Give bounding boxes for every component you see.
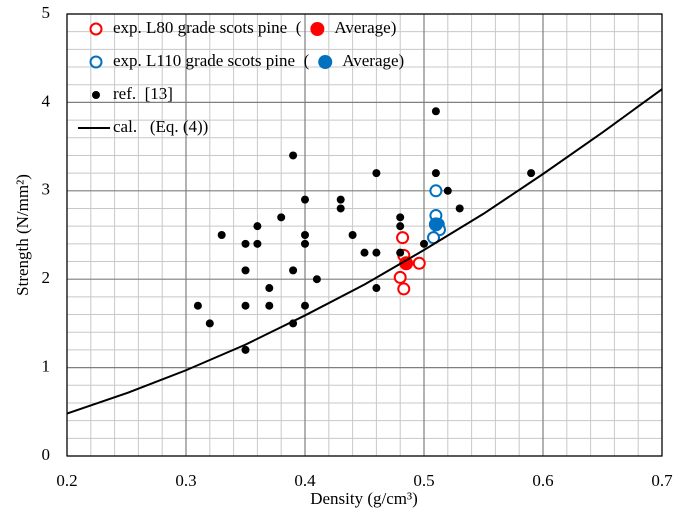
marker	[253, 222, 262, 231]
marker	[265, 284, 274, 293]
marker	[396, 231, 410, 245]
marker	[431, 169, 440, 178]
marker	[420, 239, 428, 248]
legend-label: Average)	[342, 51, 404, 70]
x-tick-label: 0.3	[175, 471, 196, 490]
y-tick-label: 2	[42, 268, 51, 287]
y-tick-label: 4	[42, 91, 51, 110]
marker	[443, 186, 452, 195]
marker	[289, 266, 298, 275]
marker	[336, 195, 345, 204]
marker	[193, 301, 202, 310]
marker	[89, 22, 103, 36]
legend-label: exp. L80 grade scots pine (	[113, 18, 302, 37]
marker	[301, 301, 309, 310]
marker	[310, 22, 325, 36]
x-tick-label: 0.2	[56, 471, 77, 490]
marker	[396, 213, 405, 222]
marker	[301, 195, 309, 204]
marker	[336, 204, 345, 213]
marker	[348, 231, 357, 239]
marker	[241, 345, 250, 354]
curve	[66, 88, 663, 415]
marker	[318, 55, 333, 69]
marker	[429, 184, 443, 198]
marker	[277, 213, 286, 222]
marker	[396, 248, 405, 257]
marker	[527, 169, 536, 178]
marker	[301, 239, 309, 248]
legend-label: exp. L110 grade scots pine (	[113, 51, 310, 70]
marker	[372, 169, 381, 178]
marker	[205, 319, 214, 328]
y-tick-label: 0	[42, 445, 51, 464]
x-tick-label: 0.5	[413, 471, 434, 490]
y-tick-label: 3	[42, 180, 51, 199]
marker	[431, 107, 440, 116]
legend-label: cal. (Eq. (4))	[113, 117, 208, 136]
marker	[289, 151, 298, 160]
legend-label: Average)	[334, 18, 396, 37]
marker	[393, 270, 407, 284]
marker	[360, 248, 369, 257]
legend-label: ref. [13]	[113, 84, 173, 103]
marker	[455, 204, 464, 213]
marker	[412, 256, 426, 270]
marker	[301, 231, 309, 239]
marker	[217, 231, 226, 239]
marker	[89, 55, 103, 69]
x-tick-label: 0.7	[651, 471, 673, 490]
marker	[372, 284, 381, 293]
marker	[241, 301, 250, 310]
x-tick-label: 0.4	[294, 471, 316, 490]
plot-frame	[66, 13, 663, 457]
x-axis-label: Density (g/cm³)	[310, 489, 418, 508]
x-tick-label: 0.6	[532, 471, 553, 490]
marker	[396, 222, 405, 231]
marker	[265, 301, 274, 310]
marker	[397, 282, 411, 296]
marker	[92, 91, 100, 99]
y-axis-label: Strength (N/mm²)	[13, 174, 32, 296]
marker	[312, 275, 321, 284]
marker	[253, 239, 262, 248]
marker	[241, 239, 250, 248]
y-tick-label: 5	[42, 3, 51, 22]
marker	[399, 256, 414, 271]
marker	[428, 217, 443, 232]
y-tick-label: 1	[42, 357, 51, 376]
marker	[241, 266, 250, 275]
marker	[372, 248, 381, 257]
